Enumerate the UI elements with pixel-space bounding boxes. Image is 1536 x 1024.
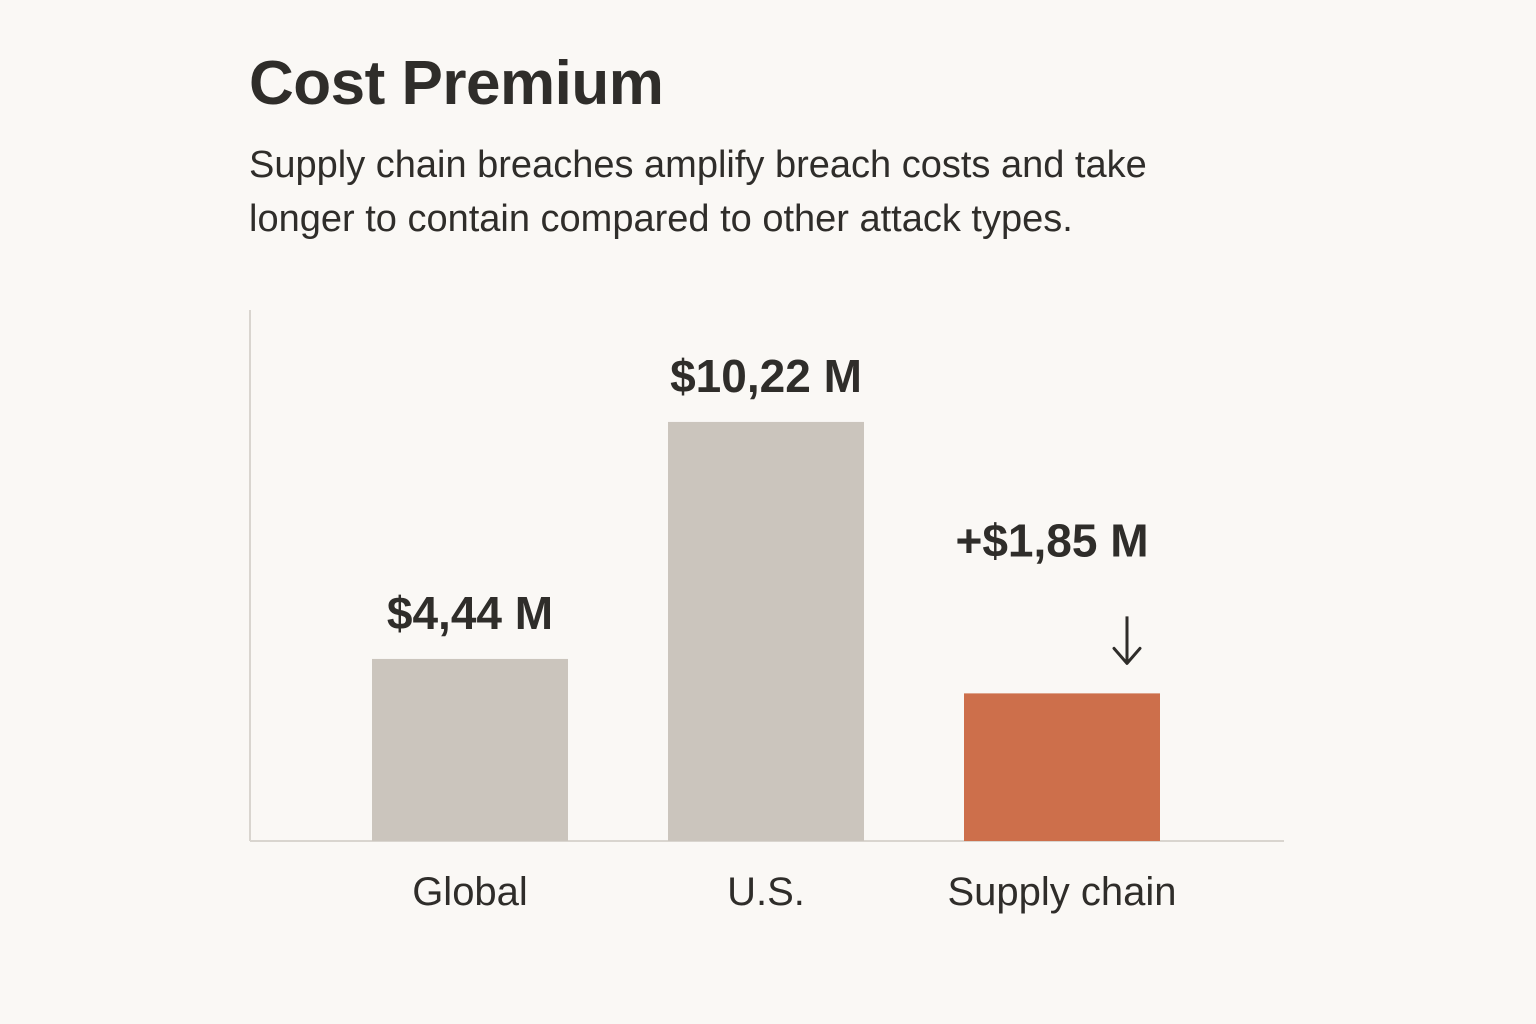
- category-label-global: Global: [412, 870, 528, 914]
- chart-subtitle: Supply chain breaches amplify breach cos…: [249, 144, 1147, 240]
- annotation-label: +$1,85 M: [955, 514, 1148, 566]
- category-label-u-s: U.S.: [727, 870, 805, 914]
- chart-title: Cost Premium: [249, 49, 664, 118]
- arrow-down-head: [1112, 646, 1142, 665]
- bar-global: [372, 658, 568, 841]
- value-label-global: $4,44 M: [387, 587, 553, 639]
- bar-u-s: [668, 421, 864, 841]
- category-label-supply-chain: Supply chain: [947, 870, 1176, 914]
- bar-supply-chain: [964, 693, 1160, 841]
- value-label-u-s: $10,22 M: [670, 350, 862, 402]
